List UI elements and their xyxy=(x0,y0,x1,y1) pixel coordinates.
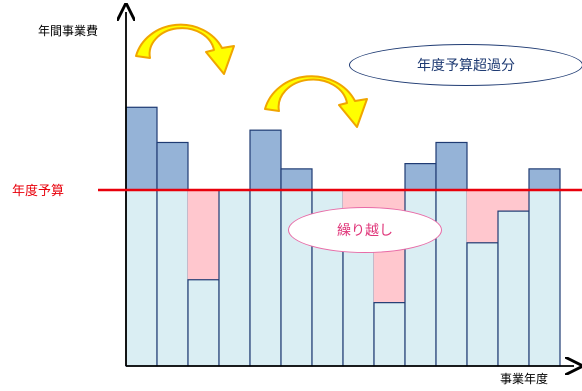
within-budget-bar-segment xyxy=(466,242,499,367)
within-budget-bar-segment xyxy=(342,245,375,367)
within-budget-bar-segment xyxy=(249,189,282,367)
within-budget-bar-segment xyxy=(528,189,561,367)
over-budget-bar-segment xyxy=(156,141,189,191)
budget-line-label: 年度予算 xyxy=(12,184,65,199)
over-budget-callout: 年度予算超過分 xyxy=(349,44,582,86)
over-budget-bar-segment xyxy=(249,129,282,191)
x-axis-label: 事業年度 xyxy=(500,372,549,386)
carry-over-bar-segment xyxy=(187,189,220,281)
over-budget-bar-segment xyxy=(404,163,437,191)
over-budget-bar-segment xyxy=(280,168,313,191)
within-budget-bar-segment xyxy=(187,279,220,367)
within-budget-bar-segment xyxy=(497,210,530,367)
carry-over-callout: 繰り越し xyxy=(288,207,442,253)
y-axis-label: 年間事業費 xyxy=(38,24,99,38)
within-budget-bar-segment xyxy=(218,189,251,367)
over-budget-label: 年度予算超過分 xyxy=(417,58,515,74)
within-budget-bar-segment xyxy=(125,189,158,367)
over-budget-bar-segment xyxy=(528,168,561,191)
arrow-body xyxy=(135,23,235,75)
carry-over-bar-segment xyxy=(497,189,530,212)
carry-over-arrow xyxy=(135,23,235,75)
arrow-body xyxy=(264,75,368,128)
within-budget-bar-segment xyxy=(156,189,189,367)
within-budget-bar-segment xyxy=(373,302,406,367)
over-budget-bar-segment xyxy=(125,106,158,191)
within-budget-bar-segment xyxy=(435,189,468,367)
carry-over-label: 繰り越し xyxy=(337,223,393,239)
carry-over-arrow xyxy=(264,75,368,128)
over-budget-bar-segment xyxy=(435,141,468,191)
carry-over-bar-segment xyxy=(466,189,499,244)
